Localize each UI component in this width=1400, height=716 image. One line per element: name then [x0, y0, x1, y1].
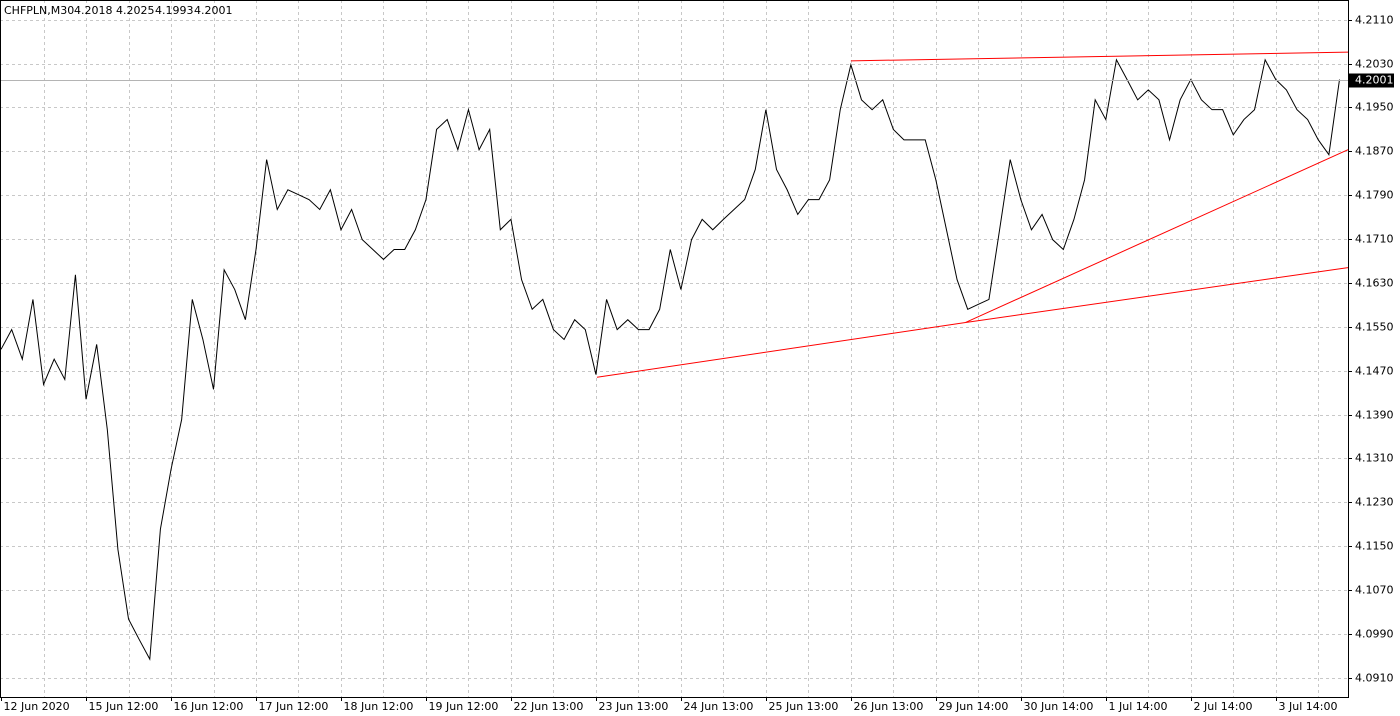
x-tick-label: 3 Jul 14:00 [1279, 700, 1338, 713]
x-tick-label: 18 Jun 12:00 [344, 700, 414, 713]
quote-low: 4.1993 [155, 4, 194, 17]
y-tick-label: 4.1150 [1355, 540, 1394, 553]
x-tick-label: 23 Jun 13:00 [599, 700, 669, 713]
x-tick-label: 25 Jun 13:00 [769, 700, 839, 713]
y-tick-label: 4.1550 [1355, 321, 1394, 334]
header: CHFPLN,M30 4.2018 4.2025 4.1993 4.2001 [4, 4, 233, 17]
marks [0, 51, 1349, 661]
trendline [596, 321, 966, 378]
x-tick-label: 17 Jun 12:00 [259, 700, 329, 713]
y-tick-label: 4.0990 [1355, 628, 1394, 641]
y-tick-label: 4.1790 [1355, 189, 1394, 202]
x-tick-label: 12 Jun 2020 [4, 700, 70, 713]
y-tick-label: 4.1390 [1355, 409, 1394, 422]
y-tick-label: 4.0910 [1355, 672, 1394, 685]
plot-frame [0, 0, 1349, 698]
x-tick-label: 22 Jun 13:00 [514, 700, 584, 713]
trendline [850, 51, 1349, 62]
x-tick-label: 15 Jun 12:00 [89, 700, 159, 713]
y-tick-label: 4.1070 [1355, 584, 1394, 597]
y-tick-label: 4.1310 [1355, 452, 1394, 465]
x-tick-label: 16 Jun 12:00 [174, 700, 244, 713]
grid [0, 0, 1348, 697]
trendline [965, 267, 1349, 323]
y-tick-label: 4.1710 [1355, 233, 1394, 246]
price-line [0, 58, 1340, 661]
trendline [965, 149, 1349, 323]
y-tick-label: 4.1230 [1355, 496, 1394, 509]
x-tick-label: 2 Jul 14:00 [1194, 700, 1253, 713]
y-tick-label: 4.2030 [1355, 58, 1394, 71]
quote-close: 4.2001 [194, 4, 233, 17]
y-tick-label: 4.1630 [1355, 277, 1394, 290]
x-tick-label: 19 Jun 12:00 [429, 700, 499, 713]
last-price-box [1349, 73, 1394, 88]
x-tick-label: 26 Jun 13:00 [854, 700, 924, 713]
y-tick-label: 4.1950 [1355, 101, 1394, 114]
x-tick-label: 1 Jul 14:00 [1109, 700, 1168, 713]
y-tick-label: 4.1470 [1355, 365, 1394, 378]
quote-open: 4.2018 [74, 4, 113, 17]
axes: 4.2110 4.2030 4.1950 4.1870 4.1790 4.1710 4.16… [1, 14, 1394, 713]
x-tick-label: 30 Jun 14:00 [1024, 700, 1094, 713]
y-tick-label: 4.2110 [1355, 14, 1394, 27]
last-price-label: 4.2001 [1355, 74, 1394, 87]
x-tick-label: 24 Jun 13:00 [684, 700, 754, 713]
symbol-title: CHFPLN,M30 [4, 4, 74, 17]
y-tick-label: 4.1870 [1355, 145, 1394, 158]
x-tick-label: 29 Jun 14:00 [939, 700, 1009, 713]
quote-high: 4.2025 [116, 4, 155, 17]
